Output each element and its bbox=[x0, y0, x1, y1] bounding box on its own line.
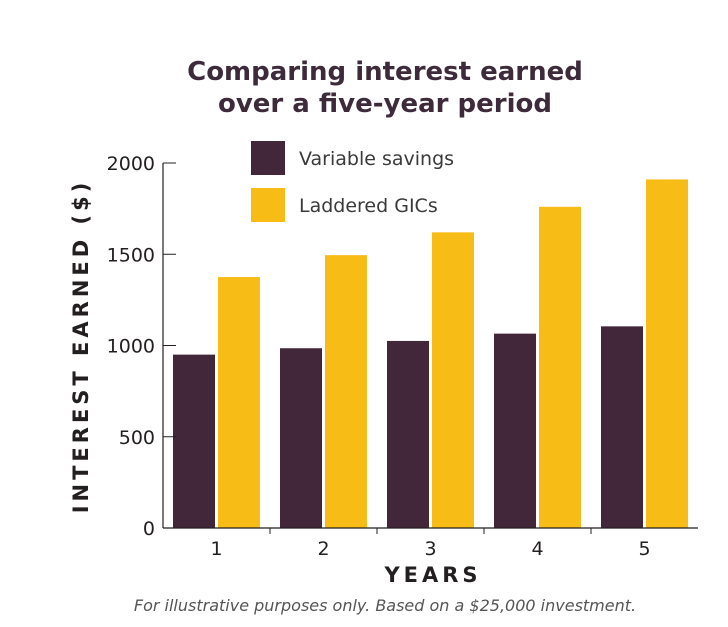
y-tick-label: 0 bbox=[143, 518, 155, 540]
legend-label-variable-savings: Variable savings bbox=[299, 148, 454, 170]
bar-laddered-gics-year-4 bbox=[539, 206, 581, 529]
footnote: For illustrative purposes only. Based on… bbox=[134, 596, 636, 615]
plot-area: 1 2 3 4 5 0 500 1000 1500 2000 Variable savings Lad… bbox=[107, 141, 698, 560]
bar-variable-savings-year-4 bbox=[494, 333, 536, 528]
x-tick-label: 2 bbox=[317, 538, 329, 560]
x-tick-label: 1 bbox=[210, 538, 222, 560]
bar-laddered-gics-year-1 bbox=[218, 277, 260, 528]
y-tick-label: 1000 bbox=[107, 336, 155, 358]
bar-variable-savings-year-2 bbox=[280, 348, 322, 528]
y-tick-label: 2000 bbox=[107, 153, 155, 175]
bar-variable-savings-year-5 bbox=[601, 326, 643, 528]
legend-label-laddered-gics: Laddered GICs bbox=[299, 195, 438, 217]
x-tick-label: 5 bbox=[638, 538, 650, 560]
y-tick-label: 500 bbox=[119, 427, 155, 449]
x-axis-title: YEARS bbox=[383, 563, 481, 587]
bar-variable-savings-year-1 bbox=[173, 354, 215, 528]
x-tick-label: 3 bbox=[424, 538, 436, 560]
bar-laddered-gics-year-2 bbox=[325, 255, 367, 528]
legend-swatch-variable-savings bbox=[251, 141, 285, 175]
y-axis-title: INTEREST EARNED ($) bbox=[69, 179, 93, 514]
chart-title-line-1: Comparing interest earned bbox=[187, 57, 583, 87]
y-tick-label: 1500 bbox=[107, 244, 155, 266]
x-tick-label: 4 bbox=[531, 538, 543, 560]
legend-swatch-laddered-gics bbox=[251, 188, 285, 222]
bar-laddered-gics-year-5 bbox=[646, 179, 688, 529]
bar-laddered-gics-year-3 bbox=[432, 232, 474, 528]
chart-title-line-2: over a five-year period bbox=[218, 89, 552, 119]
bar-variable-savings-year-3 bbox=[387, 340, 429, 528]
